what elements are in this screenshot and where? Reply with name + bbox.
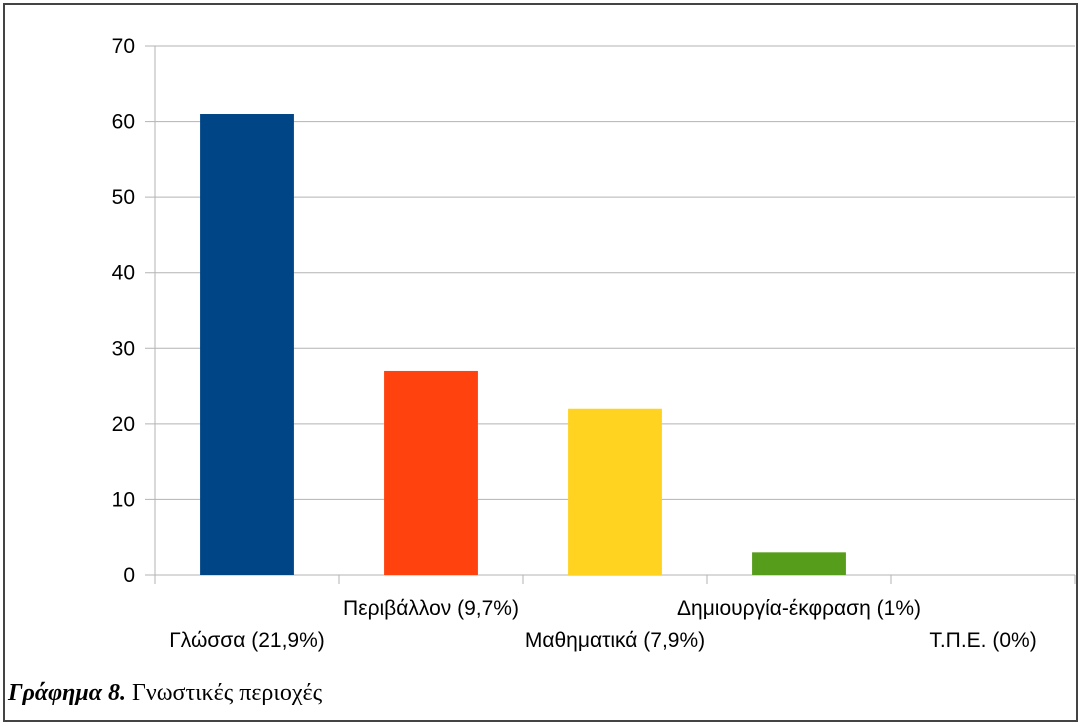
x-category-label: Μαθηματικά (7,9%) <box>525 629 705 652</box>
chart-frame <box>3 3 1078 722</box>
y-tick-label: 70 <box>112 35 135 58</box>
bar-chart: 0 10 20 30 40 50 60 70 Γλώσσα (21,9%) Περιβάλλον … <box>112 35 1076 652</box>
y-tick-label: 40 <box>112 262 135 285</box>
x-category-label: Γλώσσα (21,9%) <box>169 629 325 652</box>
x-category-label: Τ.Π.Ε. (0%) <box>929 629 1036 652</box>
y-tick-label: 20 <box>112 413 135 436</box>
bar-0 <box>200 114 294 575</box>
bar-1 <box>384 370 478 575</box>
y-tick-label: 30 <box>112 337 135 360</box>
x-category-label: Περιβάλλον (9,7%) <box>343 597 519 620</box>
y-tick-label: 50 <box>112 186 135 209</box>
bar-2 <box>568 408 662 575</box>
caption-text: Γνωστικές περιοχές <box>125 680 323 706</box>
y-tick-label: 0 <box>123 564 135 587</box>
caption-prefix: Γράφημα 8. <box>8 680 126 706</box>
y-tick-label: 10 <box>112 488 135 511</box>
bar-3 <box>752 552 846 575</box>
y-tick-label: 60 <box>112 111 135 134</box>
figure-caption: Γράφημα 8. Γνωστικές περιοχές <box>8 680 322 707</box>
x-category-label: Δημιουργία-έκφραση (1%) <box>677 597 921 620</box>
